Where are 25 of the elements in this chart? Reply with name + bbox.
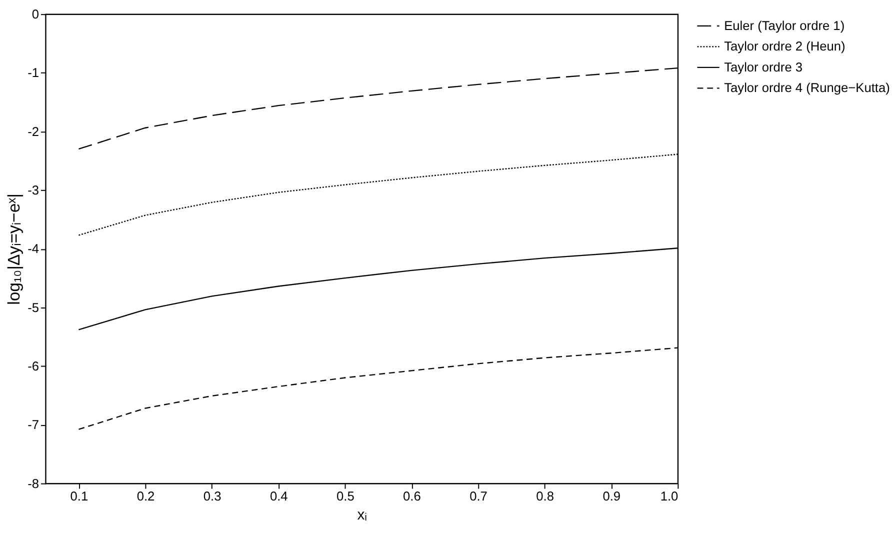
legend-label: Taylor ordre 2 (Heun) (724, 38, 846, 54)
y-tick-label: -4 (28, 241, 40, 256)
x-tick-label: 0.4 (270, 488, 288, 504)
y-tick-label: -7 (28, 417, 40, 432)
x-tick-label: 0.1 (70, 488, 88, 504)
x-tick-label: 0.6 (403, 488, 421, 504)
x-axis-title: xᵢ (357, 507, 367, 524)
x-tick-label: 0.5 (336, 488, 354, 504)
legend-label: Euler (Taylor ordre 1) (724, 18, 845, 33)
x-tick-label: 1.0 (660, 488, 678, 504)
x-tick-label: 0.9 (602, 488, 621, 504)
y-tick-label: -3 (28, 182, 40, 198)
y-axis-title: log₁₀|Δyᵢ=yᵢ−eˣ| (4, 193, 24, 305)
y-tick-label: 0 (32, 6, 40, 22)
y-tick-label: -8 (28, 476, 40, 491)
x-tick-label: 0.3 (203, 488, 222, 504)
legend-label: Taylor ordre 4 (Runge−Kutta) (724, 80, 890, 96)
legend-label: Taylor ordre 3 (724, 59, 803, 74)
x-tick-label: 0.8 (536, 488, 554, 504)
x-tick-label: 0.7 (470, 488, 488, 504)
y-tick-label: -2 (28, 124, 40, 139)
x-tick-label: 0.2 (136, 488, 155, 504)
y-tick-label: -6 (28, 358, 40, 374)
y-tick-label: -1 (28, 65, 40, 80)
y-tick-label: -5 (28, 300, 40, 315)
